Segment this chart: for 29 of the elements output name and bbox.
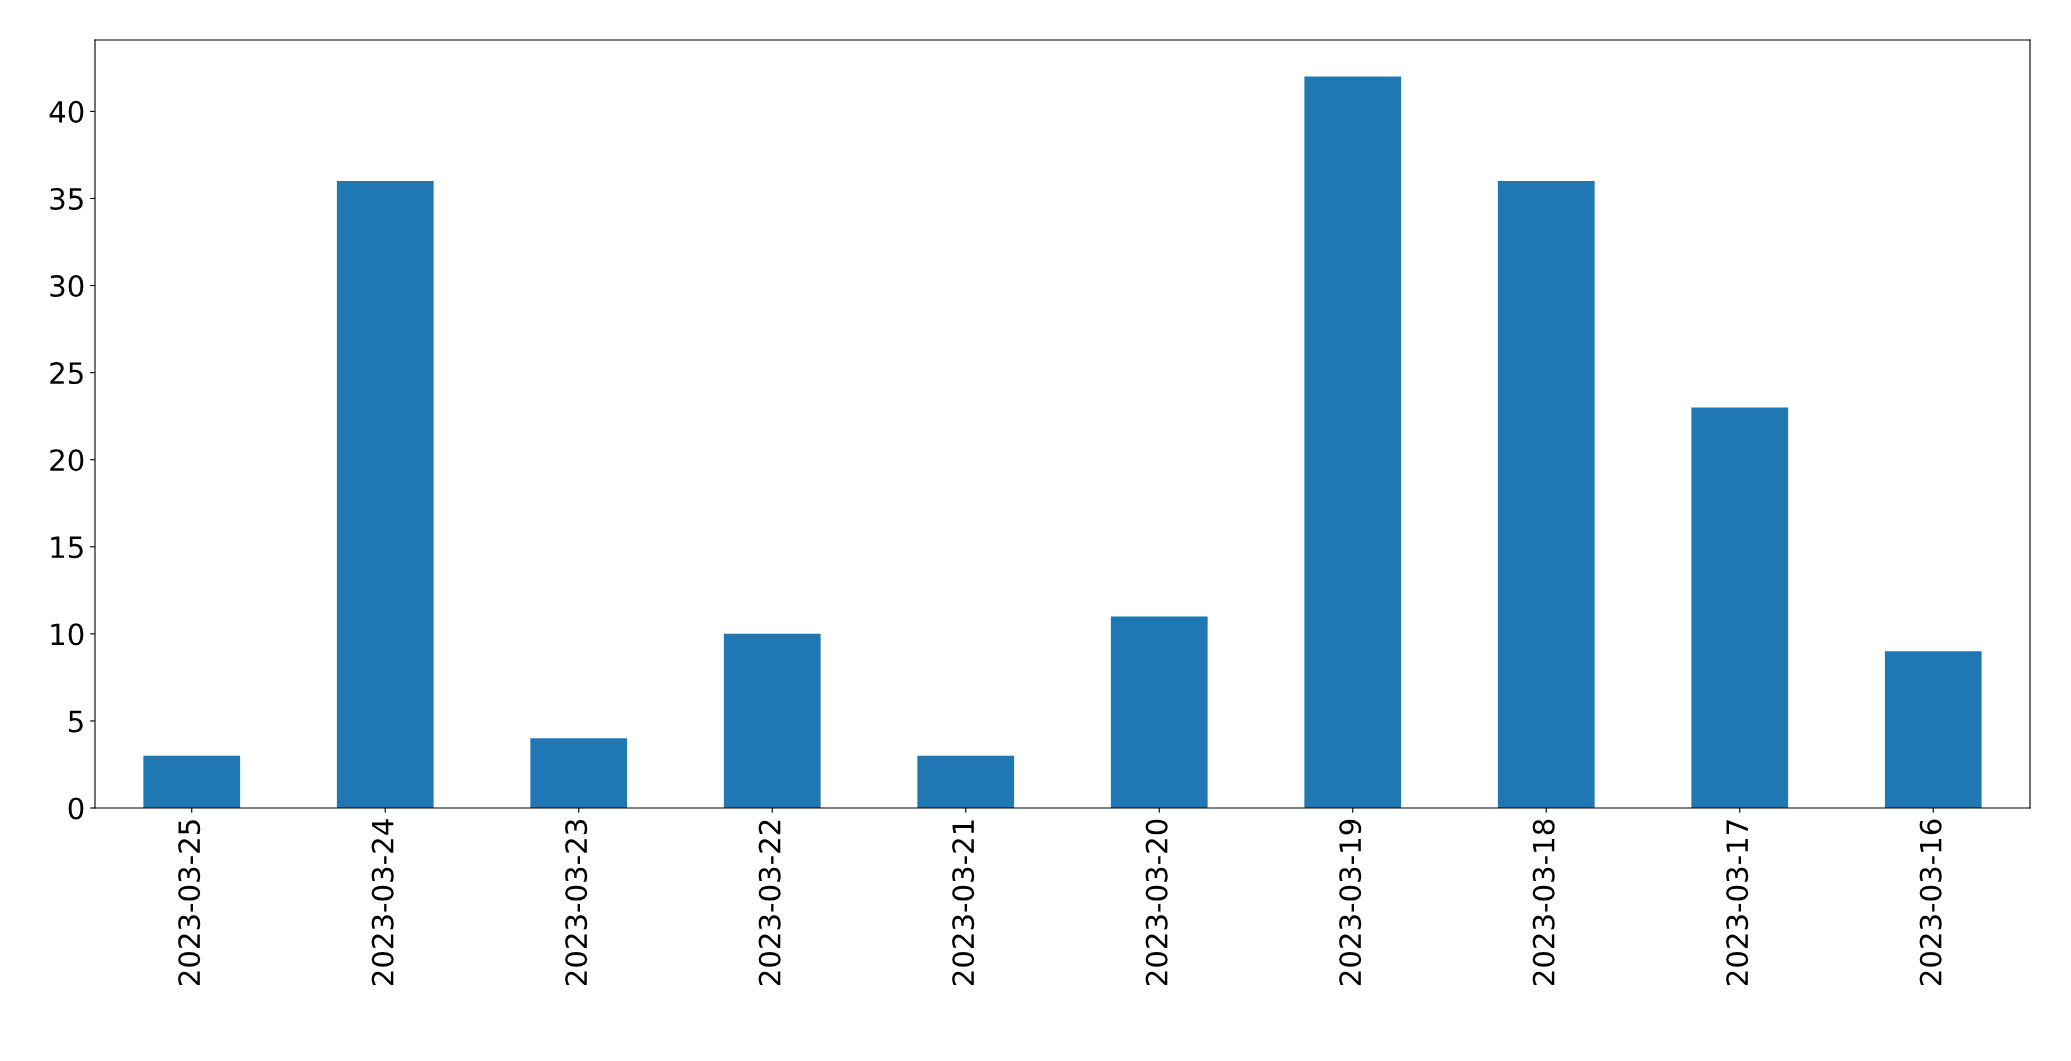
x-tick-label: 2023-03-20 xyxy=(1145,819,1168,986)
bar xyxy=(143,755,241,808)
bar xyxy=(723,633,821,808)
bar xyxy=(530,738,628,808)
y-tick-label: 0 xyxy=(68,797,84,820)
x-tick-label: 2023-03-25 xyxy=(178,820,201,986)
x-tick-label: 2023-03-24 xyxy=(371,819,394,986)
bar xyxy=(336,181,434,808)
y-tick-label: 30 xyxy=(50,274,84,298)
x-tick-label: 2023-03-22 xyxy=(758,820,781,986)
bar xyxy=(1497,181,1595,808)
y-tick-label: 15 xyxy=(51,536,83,559)
y-tick-label: 5 xyxy=(68,710,83,733)
x-tick-label: 2023-03-19 xyxy=(1339,819,1362,986)
bar xyxy=(1304,76,1402,808)
x-tick-label: 2023-03-21 xyxy=(952,820,975,986)
y-tick-label: 25 xyxy=(50,362,83,385)
bar xyxy=(1691,407,1789,808)
x-tick-label: 2023-03-18 xyxy=(1532,819,1555,986)
bar xyxy=(917,755,1015,808)
y-tick-label: 20 xyxy=(50,449,84,472)
y-tick-label: 40 xyxy=(49,100,84,123)
y-tick-label: 10 xyxy=(51,623,84,646)
x-tick-label: 2023-03-17 xyxy=(1726,820,1749,986)
x-tick-label: 2023-03-23 xyxy=(565,820,588,986)
bar xyxy=(1884,651,1982,808)
x-tick-label: 2023-03-16 xyxy=(1919,819,1942,986)
y-tick-label: 35 xyxy=(50,187,83,210)
bar xyxy=(1110,616,1208,808)
